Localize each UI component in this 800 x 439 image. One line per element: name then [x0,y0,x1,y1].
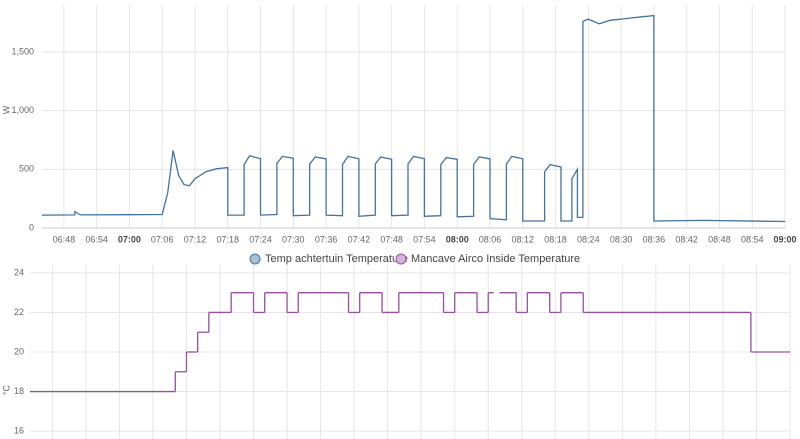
y-tick-label: 22 [14,307,24,317]
x-tick-label: 07:30 [282,234,305,244]
x-tick-label: 07:12 [184,234,207,244]
x-tick-label: 08:42 [675,234,698,244]
x-tick-label: 07:18 [216,234,239,244]
y-tick-label: 500 [19,164,34,174]
legend-label[interactable]: Mancave Airco Inside Temperature [411,253,580,265]
legend-swatch[interactable] [395,253,407,265]
x-tick-label: 06:48 [53,234,76,244]
x-tick-label: 08:30 [610,234,633,244]
x-tick-label: 07:24 [249,234,272,244]
y-tick-label: 18 [14,386,24,396]
x-tick-label: 09:00 [773,234,796,244]
y-tick-label: 20 [14,346,24,356]
y-tick-label: 1,000 [11,105,34,115]
x-tick-label: 08:36 [643,234,666,244]
x-tick-label: 08:54 [741,234,764,244]
x-tick-label: 08:18 [544,234,567,244]
x-tick-label: 07:36 [315,234,338,244]
x-tick-label: 07:00 [118,234,141,244]
x-tick-label: 07:54 [413,234,436,244]
y-axis-label: W [1,105,11,114]
legend-swatch[interactable] [249,253,261,265]
x-tick-label: 08:24 [577,234,600,244]
x-tick-label: 08:48 [708,234,731,244]
y-tick-label: 24 [14,267,24,277]
y-tick-label: 16 [14,425,24,435]
x-tick-label: 06:54 [85,234,108,244]
x-tick-label: 07:42 [348,234,371,244]
series-line [41,14,786,223]
y-tick-label: 1,500 [11,46,34,56]
x-tick-label: 08:06 [479,234,502,244]
y-tick-label: 0 [29,222,34,232]
x-tick-label: 08:00 [446,234,469,244]
x-tick-label: 07:06 [151,234,174,244]
x-tick-label: 08:12 [511,234,534,244]
y-axis-label: °C [1,384,11,395]
x-tick-label: 07:48 [380,234,403,244]
legend-label[interactable]: Temp achtertuin Temperature [265,253,408,265]
